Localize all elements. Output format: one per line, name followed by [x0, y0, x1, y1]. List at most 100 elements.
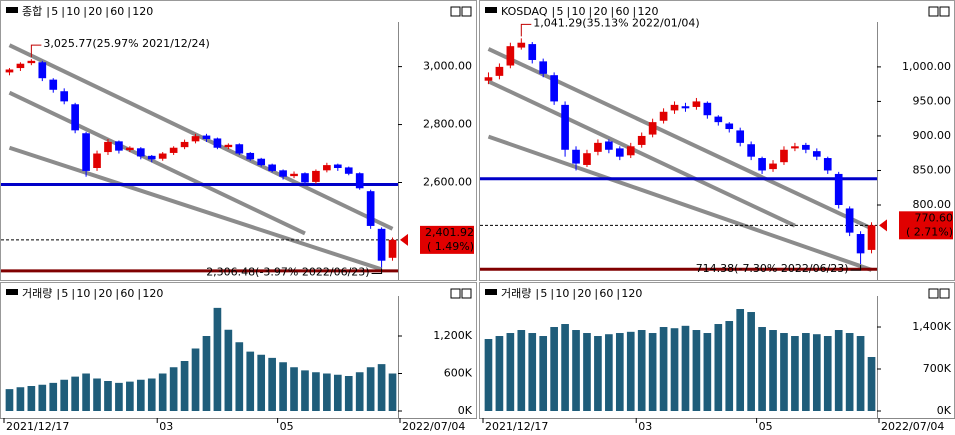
candle-body [670, 104, 679, 111]
candle-body [517, 42, 526, 48]
candle-body [268, 164, 276, 171]
legend-divider: | [611, 5, 615, 18]
legend-divider: | [633, 5, 637, 18]
legend-entry: 20 [594, 5, 608, 18]
high-annotation: 3,025.77(25.97% 2021/12/24) [43, 37, 209, 50]
candle-body [615, 148, 624, 157]
x-tick-label: 2021/12/17 [6, 420, 69, 433]
volume-bar [823, 336, 832, 411]
candle-body [366, 191, 375, 226]
high-annotation: 1,041.29(35.13% 2022/01/04) [533, 16, 699, 29]
volume-bar [725, 321, 734, 411]
window-box-button [928, 288, 939, 299]
legend-divider: | [83, 5, 87, 18]
volume-bar [104, 381, 112, 411]
volume-bar [681, 325, 690, 411]
window-box-button [450, 6, 461, 17]
candle-body [333, 164, 342, 169]
last-price-label: 2,401.92 [425, 226, 474, 239]
candle-body [780, 149, 788, 163]
volume-bar [115, 382, 123, 411]
volume-bar [136, 379, 145, 411]
x-tick-label: 2021/12/17 [485, 420, 548, 433]
volume-bar [495, 336, 504, 411]
candle-body [312, 170, 320, 182]
candle-body [344, 167, 353, 174]
volume-bar [60, 379, 69, 411]
candle-body [279, 170, 287, 177]
last-price-label: 770.60 [915, 211, 954, 224]
legend-divider: | [550, 287, 554, 300]
volume-bar [312, 372, 320, 411]
volume-bar [93, 378, 101, 411]
legend-entry: 5 [540, 287, 547, 300]
y-tick-label: 1,400K [912, 320, 951, 333]
candle-body [290, 173, 298, 177]
candle-body [681, 106, 690, 109]
x-tick-label: 2022/07/04 [881, 420, 944, 433]
candle-body [812, 151, 821, 157]
legend-divider: | [127, 5, 131, 18]
legend-divider: | [616, 287, 620, 300]
volume-bar [561, 324, 569, 411]
candle-body [213, 138, 222, 148]
volume-bar [388, 373, 397, 411]
legend-entry: 120 [142, 287, 163, 300]
candle-body [845, 208, 854, 233]
candle-body [93, 153, 101, 169]
candle-body [747, 144, 755, 157]
volume-bar [484, 339, 493, 411]
last-price-box [899, 211, 953, 240]
legend-entry: 120 [638, 5, 659, 18]
legend-divider: | [105, 5, 109, 18]
panel-frame [479, 0, 955, 281]
volume-bar [692, 330, 701, 411]
candle-body [583, 153, 591, 165]
legend-divider: | [46, 5, 50, 18]
volume-bar [279, 362, 287, 411]
volume-bar [323, 373, 331, 411]
volume-bar [158, 373, 167, 411]
volume-bar [615, 333, 624, 411]
panel-title: 거래량 [22, 287, 52, 300]
volume-bar [257, 354, 266, 411]
volume-bar [71, 376, 79, 411]
volume-bar [572, 330, 580, 411]
volume-bar [769, 330, 777, 411]
volume-bar [594, 336, 602, 411]
candle-body [202, 135, 211, 140]
volume-bar [845, 333, 854, 411]
y-tick-label: 1,200K [433, 329, 472, 342]
legend-divider: | [137, 287, 141, 300]
y-tick-label: 1,000.00 [902, 60, 951, 73]
window-box-button [928, 6, 939, 17]
panel-title: 거래량 [501, 287, 531, 300]
last-price-box [420, 225, 474, 254]
volume-bar [301, 370, 309, 411]
last-price-pointer [879, 219, 887, 232]
y-tick-label: 700K [923, 362, 952, 375]
volume-bar [550, 327, 558, 411]
x-tick-label: 03 [159, 420, 173, 433]
volume-bar [506, 333, 515, 411]
legend-entry: 120 [621, 287, 642, 300]
legend-entry: 120 [132, 5, 153, 18]
volume-bar [867, 357, 876, 411]
volume-bar [180, 361, 189, 411]
candle-body [572, 149, 580, 164]
candle-body [377, 228, 386, 261]
panel-frame [0, 0, 477, 281]
candle-body [506, 46, 515, 66]
volume-bar [333, 374, 342, 411]
volume-bar [791, 336, 799, 411]
candle-body [867, 225, 876, 250]
volume-bar [714, 324, 723, 411]
volume-bar [528, 333, 537, 411]
candle-body [791, 146, 799, 149]
legend-entry: 10 [572, 5, 586, 18]
candle-body [539, 61, 548, 74]
candle-body [823, 158, 832, 171]
legend-divider: | [71, 287, 75, 300]
legend-entry: 60 [599, 287, 613, 300]
